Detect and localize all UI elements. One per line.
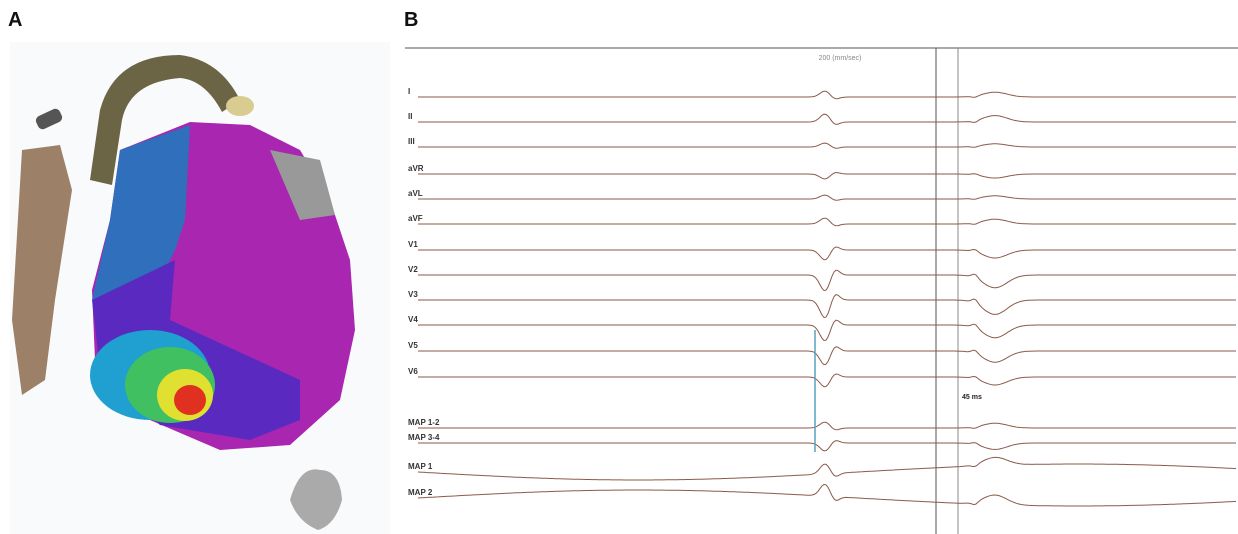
anatomic-map <box>10 42 390 534</box>
ecg-panel: 200 (mm/sec) 45 ms IIIIIIaVRaVLaVFV1V2V3… <box>405 47 1238 534</box>
lead-label: V4 <box>408 315 418 324</box>
lead-label: MAP 1-2 <box>408 418 440 427</box>
lead-label: V2 <box>408 265 418 274</box>
lead-label: aVL <box>408 189 423 198</box>
speed-label: 200 (mm/sec) <box>819 55 862 62</box>
lead-label: V6 <box>408 367 418 376</box>
catheter-tip <box>226 96 254 116</box>
ecg-trace <box>418 294 1236 319</box>
lead-label: aVF <box>408 214 423 223</box>
ecg-trace <box>418 373 1236 388</box>
lead-label: V5 <box>408 341 418 350</box>
sensor <box>35 108 63 130</box>
ecg-trace <box>418 421 1236 431</box>
lead-label: V3 <box>408 290 418 299</box>
ecg-trace <box>417 456 1237 481</box>
lead-label: MAP 2 <box>408 488 433 497</box>
lead-label: V1 <box>408 240 418 249</box>
ecg-trace <box>418 171 1236 180</box>
lead-label: MAP 1 <box>408 462 433 471</box>
interval-label: 45 ms <box>962 394 982 401</box>
ecg-trace <box>418 90 1236 100</box>
region-blue <box>92 125 190 300</box>
bone <box>12 145 72 395</box>
panel-label: B <box>404 9 418 31</box>
catheter <box>90 55 240 185</box>
lead-label: I <box>408 87 410 96</box>
ecg-trace <box>418 217 1236 227</box>
lead-label: III <box>408 137 415 146</box>
orientation-heart <box>290 469 342 530</box>
ecg-trace <box>418 246 1236 261</box>
lead-label: II <box>408 112 412 121</box>
ecg-trace <box>418 269 1236 292</box>
ecg-trace <box>418 142 1236 149</box>
region-red <box>174 385 206 415</box>
panel-label: A <box>8 9 22 31</box>
ecg-trace <box>418 346 1236 366</box>
ecg-trace <box>418 440 1236 452</box>
lead-label: aVR <box>408 164 424 173</box>
lead-label: MAP 3-4 <box>408 433 440 442</box>
ecg-trace <box>417 483 1237 507</box>
ecg-trace <box>418 319 1236 342</box>
ecg-trace <box>418 194 1236 201</box>
ecg-trace <box>418 113 1236 125</box>
region-grey <box>270 150 335 220</box>
